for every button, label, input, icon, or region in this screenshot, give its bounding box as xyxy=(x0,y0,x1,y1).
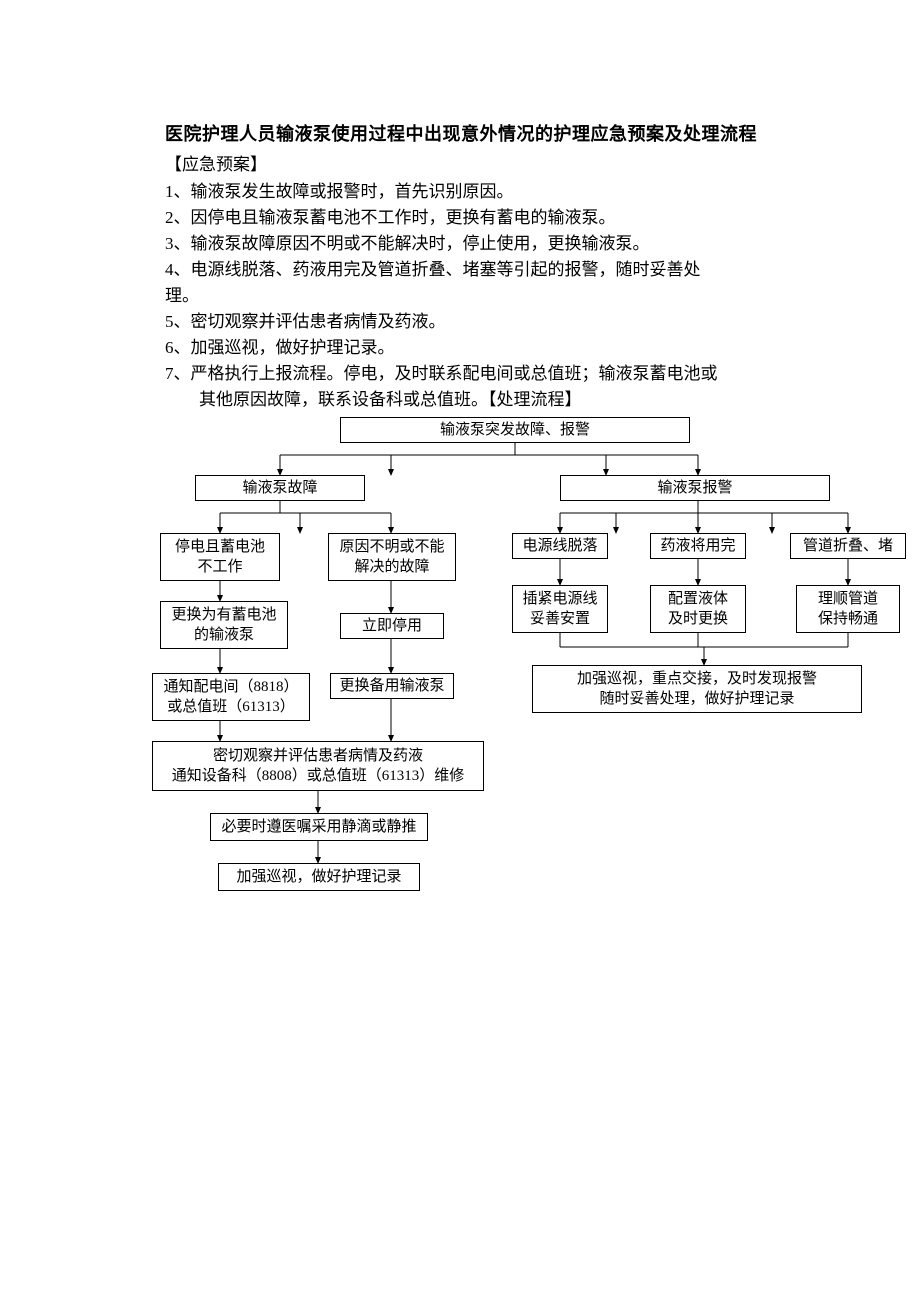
list-item: 6、加强巡视，做好护理记录。 xyxy=(165,335,760,361)
flow-node: 必要时遵医嘱采用静滴或静推 xyxy=(210,813,428,841)
flow-node-text: 解决的故障 xyxy=(354,557,429,577)
flow-node-text: 密切观察并评估患者病情及药液 xyxy=(213,746,423,766)
flow-node-text: 加强巡视，重点交接，及时发现报警 xyxy=(577,669,817,689)
flow-node-text: 输液泵故障 xyxy=(242,478,317,498)
flow-node-text: 原因不明或不能 xyxy=(339,537,444,557)
document-page: 医院护理人员输液泵使用过程中出现意外情况的护理应急预案及处理流程 【应急预案】 … xyxy=(0,0,920,975)
list-item-cont: 其他原因故障，联系设备科或总值班。【处理流程】 xyxy=(165,387,760,413)
flow-node-text: 的输液泵 xyxy=(194,625,254,645)
flow-node: 密切观察并评估患者病情及药液 通知设备科（8808）或总值班（61313）维修 xyxy=(152,741,484,791)
flow-node-text: 加强巡视，做好护理记录 xyxy=(236,867,401,887)
flow-node-text: 插紧电源线 xyxy=(522,589,597,609)
flow-node-text: 配置液体 xyxy=(668,589,728,609)
flow-node: 输液泵故障 xyxy=(195,475,365,501)
list-item: 5、密切观察并评估患者病情及药液。 xyxy=(165,309,760,335)
doc-title: 医院护理人员输液泵使用过程中出现意外情况的护理应急预案及处理流程 xyxy=(165,120,760,146)
flow-node: 配置液体 及时更换 xyxy=(650,585,746,633)
flow-node-text: 随时妥善处理，做好护理记录 xyxy=(599,689,794,709)
flow-node: 立即停用 xyxy=(340,613,444,639)
flow-node-text: 保持畅通 xyxy=(818,609,878,629)
flow-node: 插紧电源线 妥善安置 xyxy=(512,585,608,633)
flow-node: 更换为有蓄电池 的输液泵 xyxy=(160,601,288,649)
flow-node-text: 或总值班（61313） xyxy=(167,697,295,717)
flow-node-text: 药液将用完 xyxy=(660,536,735,556)
flow-node-text: 通知设备科（8808）或总值班（61313）维修 xyxy=(172,766,465,786)
flow-node-text: 必要时遵医嘱采用静滴或静推 xyxy=(221,817,416,837)
flow-node: 输液泵报警 xyxy=(560,475,830,501)
list-item: 7、严格执行上报流程。停电，及时联系配电间或总值班；输液泵蓄电池或 xyxy=(165,361,760,387)
flow-node: 管道折叠、堵 xyxy=(790,533,906,559)
flow-node: 停电且蓄电池 不工作 xyxy=(160,533,280,581)
flow-node: 通知配电间（8818） 或总值班（61313） xyxy=(152,673,310,721)
list-item-cont: 理。 xyxy=(165,283,760,309)
flow-node-text: 不工作 xyxy=(197,557,242,577)
flow-node: 加强巡视，做好护理记录 xyxy=(218,863,420,891)
list-item: 3、输液泵故障原因不明或不能解决时，停止使用，更换输液泵。 xyxy=(165,231,760,257)
flow-node: 药液将用完 xyxy=(650,533,746,559)
flowchart: 输液泵突发故障、报警 输液泵故障 输液泵报警 停电且蓄电池 不工作 原因不明或不… xyxy=(160,415,920,975)
flow-node-text: 通知配电间（8818） xyxy=(163,677,298,697)
flow-node-text: 更换备用输液泵 xyxy=(339,676,444,696)
flow-node-text: 理顺管道 xyxy=(818,589,878,609)
flow-node: 电源线脱落 xyxy=(512,533,608,559)
flow-node-text: 输液泵突发故障、报警 xyxy=(440,420,590,440)
flow-node: 原因不明或不能 解决的故障 xyxy=(328,533,456,581)
flow-node: 输液泵突发故障、报警 xyxy=(340,417,690,443)
flow-node-text: 及时更换 xyxy=(668,609,728,629)
flow-node-text: 停电且蓄电池 xyxy=(175,537,265,557)
flow-node-text: 输液泵报警 xyxy=(657,478,732,498)
section-heading: 【应急预案】 xyxy=(165,150,760,175)
list-item: 2、因停电且输液泵蓄电池不工作时，更换有蓄电的输液泵。 xyxy=(165,205,760,231)
flow-node: 加强巡视，重点交接，及时发现报警 随时妥善处理，做好护理记录 xyxy=(532,665,862,713)
flow-node-text: 妥善安置 xyxy=(530,609,590,629)
flow-node-text: 立即停用 xyxy=(362,616,422,636)
flow-node-text: 更换为有蓄电池 xyxy=(171,605,276,625)
list-item: 4、电源线脱落、药液用完及管道折叠、堵塞等引起的报警，随时妥善处 xyxy=(165,257,760,283)
flow-node: 理顺管道 保持畅通 xyxy=(796,585,900,633)
list-item: 1、输液泵发生故障或报警时，首先识别原因。 xyxy=(165,179,760,205)
flow-node: 更换备用输液泵 xyxy=(330,673,454,699)
flow-node-text: 管道折叠、堵 xyxy=(803,536,893,556)
flow-node-text: 电源线脱落 xyxy=(522,536,597,556)
